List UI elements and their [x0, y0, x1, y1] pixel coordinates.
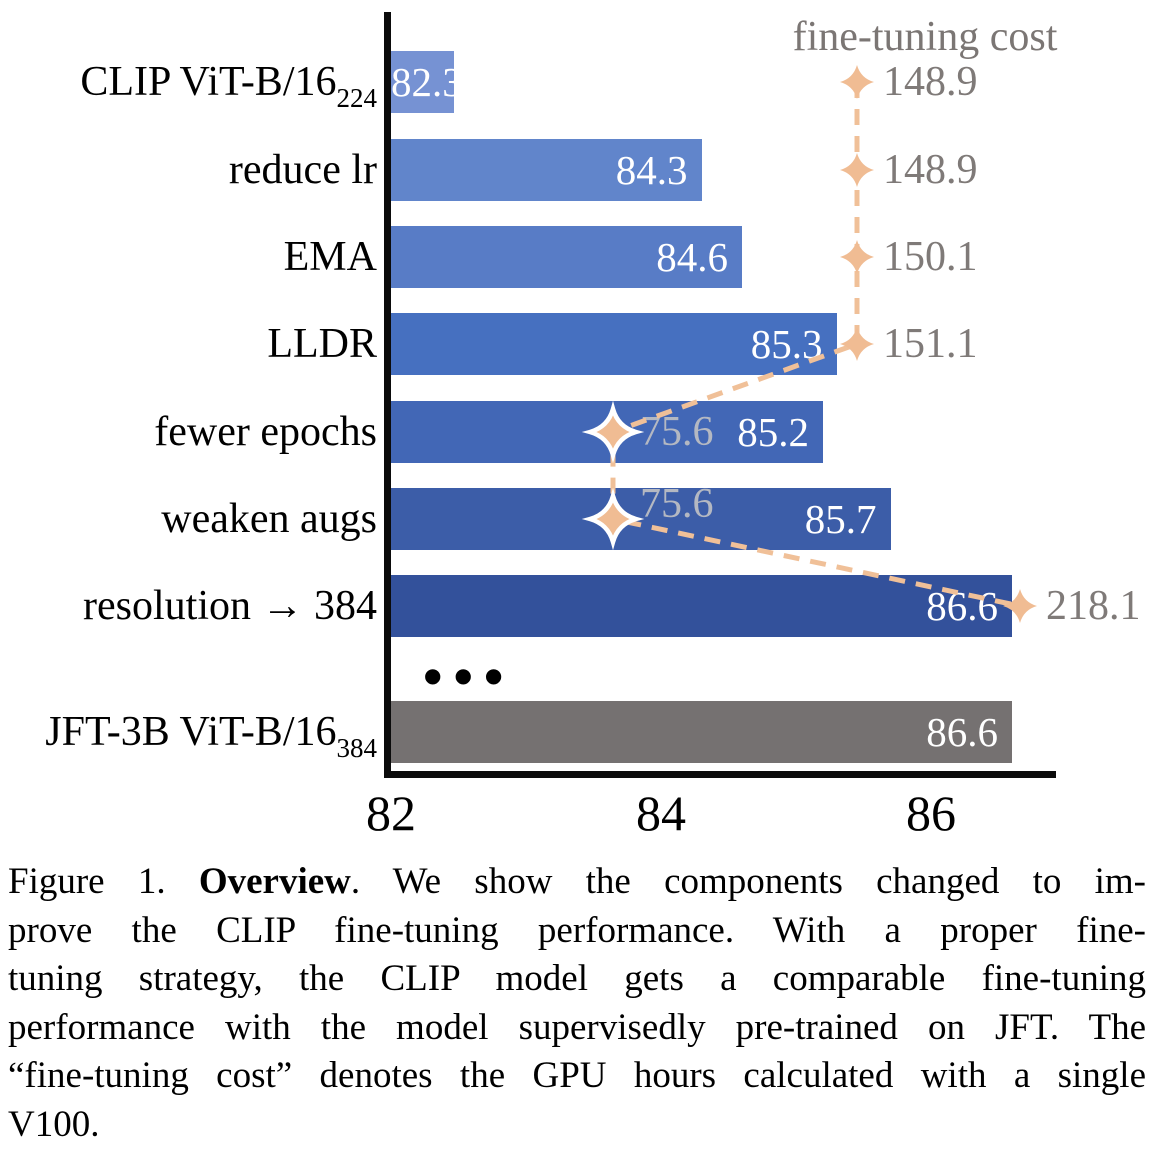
caption-text: prove the CLIP fine-tuning performance. … — [8, 909, 1146, 951]
bar-value-label: 82.3 — [391, 59, 463, 105]
category-label: resolution → 384 — [0, 574, 377, 638]
category-label-text: weaken augs — [161, 496, 377, 542]
caption-text: . We show the components changed to im- — [350, 861, 1147, 902]
x-tick-label: 84 — [636, 785, 686, 841]
bar-value-label: 84.3 — [615, 147, 688, 193]
bar-value-label: 85.2 — [737, 409, 809, 455]
category-label: weaken augs — [0, 487, 377, 551]
caption-bold-term: Overview — [198, 861, 351, 902]
category-label: CLIP ViT-B/16224 — [0, 50, 377, 114]
cost-value-label: 148.9 — [883, 59, 978, 105]
caption-line: tuning strategy, the CLIP model gets a c… — [8, 955, 1146, 1004]
caption-line: performance with the model supervisedly … — [8, 1004, 1146, 1053]
bar-chart: fine-tuning cost CLIP ViT-B/16224 82.3 148… — [0, 12, 1141, 841]
bar-value-label: 84.6 — [656, 234, 728, 280]
category-label-text: LLDR — [267, 321, 377, 367]
category-label: LLDR — [0, 312, 377, 376]
category-label: JFT-3B ViT-B/16384 — [0, 700, 377, 764]
category-label: reduce lr — [0, 138, 377, 202]
sparkle-icon — [840, 240, 874, 274]
caption-line: Figure 1. Overview. We show the componen… — [8, 858, 1146, 907]
category-label-text: EMA — [283, 234, 377, 280]
caption-text: V100. — [8, 1103, 100, 1145]
sparkle-icon — [840, 327, 874, 361]
cost-value-label: 148.9 — [883, 147, 978, 193]
caption-text: “fine-tuning cost” denotes the GPU hours… — [8, 1055, 1146, 1096]
x-tick-label: 82 — [366, 785, 416, 841]
category-label-text: fewer epochs — [154, 409, 377, 455]
category-label-text: reduce lr — [228, 147, 377, 193]
caption-text: tuning strategy, the CLIP model gets a c… — [8, 958, 1146, 999]
category-label: EMA — [0, 225, 377, 289]
caption-line: “fine-tuning cost” denotes the GPU hours… — [8, 1052, 1146, 1101]
cost-value-label: 218.1 — [1046, 583, 1141, 629]
sparkle-icon — [840, 153, 874, 187]
category-label-text: CLIP ViT-B/16 — [80, 59, 337, 105]
category-label-subscript: 224 — [336, 83, 378, 113]
sparkle-icon — [840, 65, 874, 99]
bar — [391, 701, 1012, 763]
x-tick-label: 86 — [906, 785, 956, 841]
bar — [391, 51, 454, 113]
legend-title: fine-tuning cost — [792, 14, 1058, 60]
cost-value-label: 150.1 — [883, 234, 978, 280]
category-label-subscript: 384 — [336, 733, 378, 763]
cost-value-label: 75.6 — [640, 481, 714, 527]
cost-value-label: 75.6 — [640, 409, 714, 455]
bar-value-label: 85.3 — [750, 321, 823, 367]
y-axis-line — [384, 12, 391, 778]
category-label-text: JFT-3B ViT-B/16 — [45, 709, 337, 755]
category-label-text: resolution → 384 — [83, 583, 377, 629]
bar-value-label: 86.6 — [926, 583, 998, 629]
caption-line: V100. — [8, 1101, 1146, 1150]
omitted-rows-ellipsis: ●●● — [424, 663, 516, 687]
cost-value-label: 151.1 — [883, 321, 978, 367]
category-label: fewer epochs — [0, 400, 377, 464]
bar-value-label: 86.6 — [926, 709, 998, 755]
figure-caption: Figure 1. Overview. We show the componen… — [8, 858, 1146, 1149]
x-axis-line — [384, 771, 1056, 778]
caption-line: prove the CLIP fine-tuning performance. … — [8, 907, 1146, 956]
caption-text: performance with the model supervisedly … — [8, 1006, 1146, 1048]
caption-text: Figure 1. — [8, 861, 199, 902]
